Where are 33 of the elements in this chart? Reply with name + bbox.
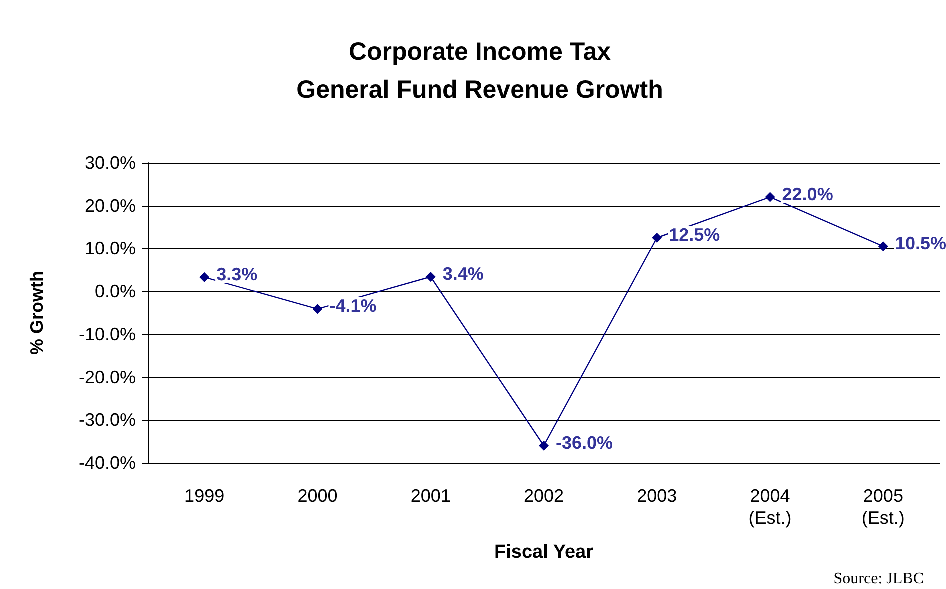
y-tick-label: 0.0% — [94, 282, 136, 302]
point — [539, 440, 549, 451]
x-tick-label: 2000 — [298, 486, 338, 506]
point — [878, 242, 888, 252]
x-tick-label: 2002 — [524, 486, 564, 506]
y-tick-label: -40.0% — [78, 453, 136, 473]
point — [652, 233, 662, 243]
point — [200, 272, 210, 282]
chart-title: Corporate Income Tax General Fund Revenue Growth — [296, 38, 664, 104]
point — [765, 192, 776, 202]
x-axis-title: Fiscal Year — [494, 542, 594, 563]
data-label: 3.3% — [216, 264, 258, 284]
data-label: 10.5% — [895, 234, 946, 254]
y-axis-title: % Growth — [27, 271, 47, 355]
x-tick-label: 1999 — [184, 486, 225, 506]
x-tick-label: 2003 — [637, 486, 678, 506]
x-tick-label: 2005 (Est.) — [862, 486, 905, 528]
y-tick-label: 10.0% — [84, 238, 136, 259]
x-tick-label: 2004 (Est.) — [748, 486, 792, 528]
data-label: 22.0% — [782, 184, 834, 204]
x-tick-label: 2001 — [410, 486, 451, 506]
y-tick-label: -20.0% — [78, 367, 136, 388]
data-label: 3.4% — [442, 264, 484, 284]
data-label: -4.1% — [330, 296, 377, 316]
point — [426, 272, 436, 282]
point — [312, 304, 323, 314]
y-tick-label: 20.0% — [84, 196, 136, 216]
data-label: 12.5% — [669, 225, 720, 245]
data-label: -36.0% — [556, 432, 614, 453]
y-tick-label: -10.0% — [78, 324, 136, 344]
source-note: Source: JLBC — [834, 570, 924, 588]
y-tick-label: -30.0% — [78, 410, 136, 430]
y-tick-label: 30.0% — [84, 153, 136, 173]
